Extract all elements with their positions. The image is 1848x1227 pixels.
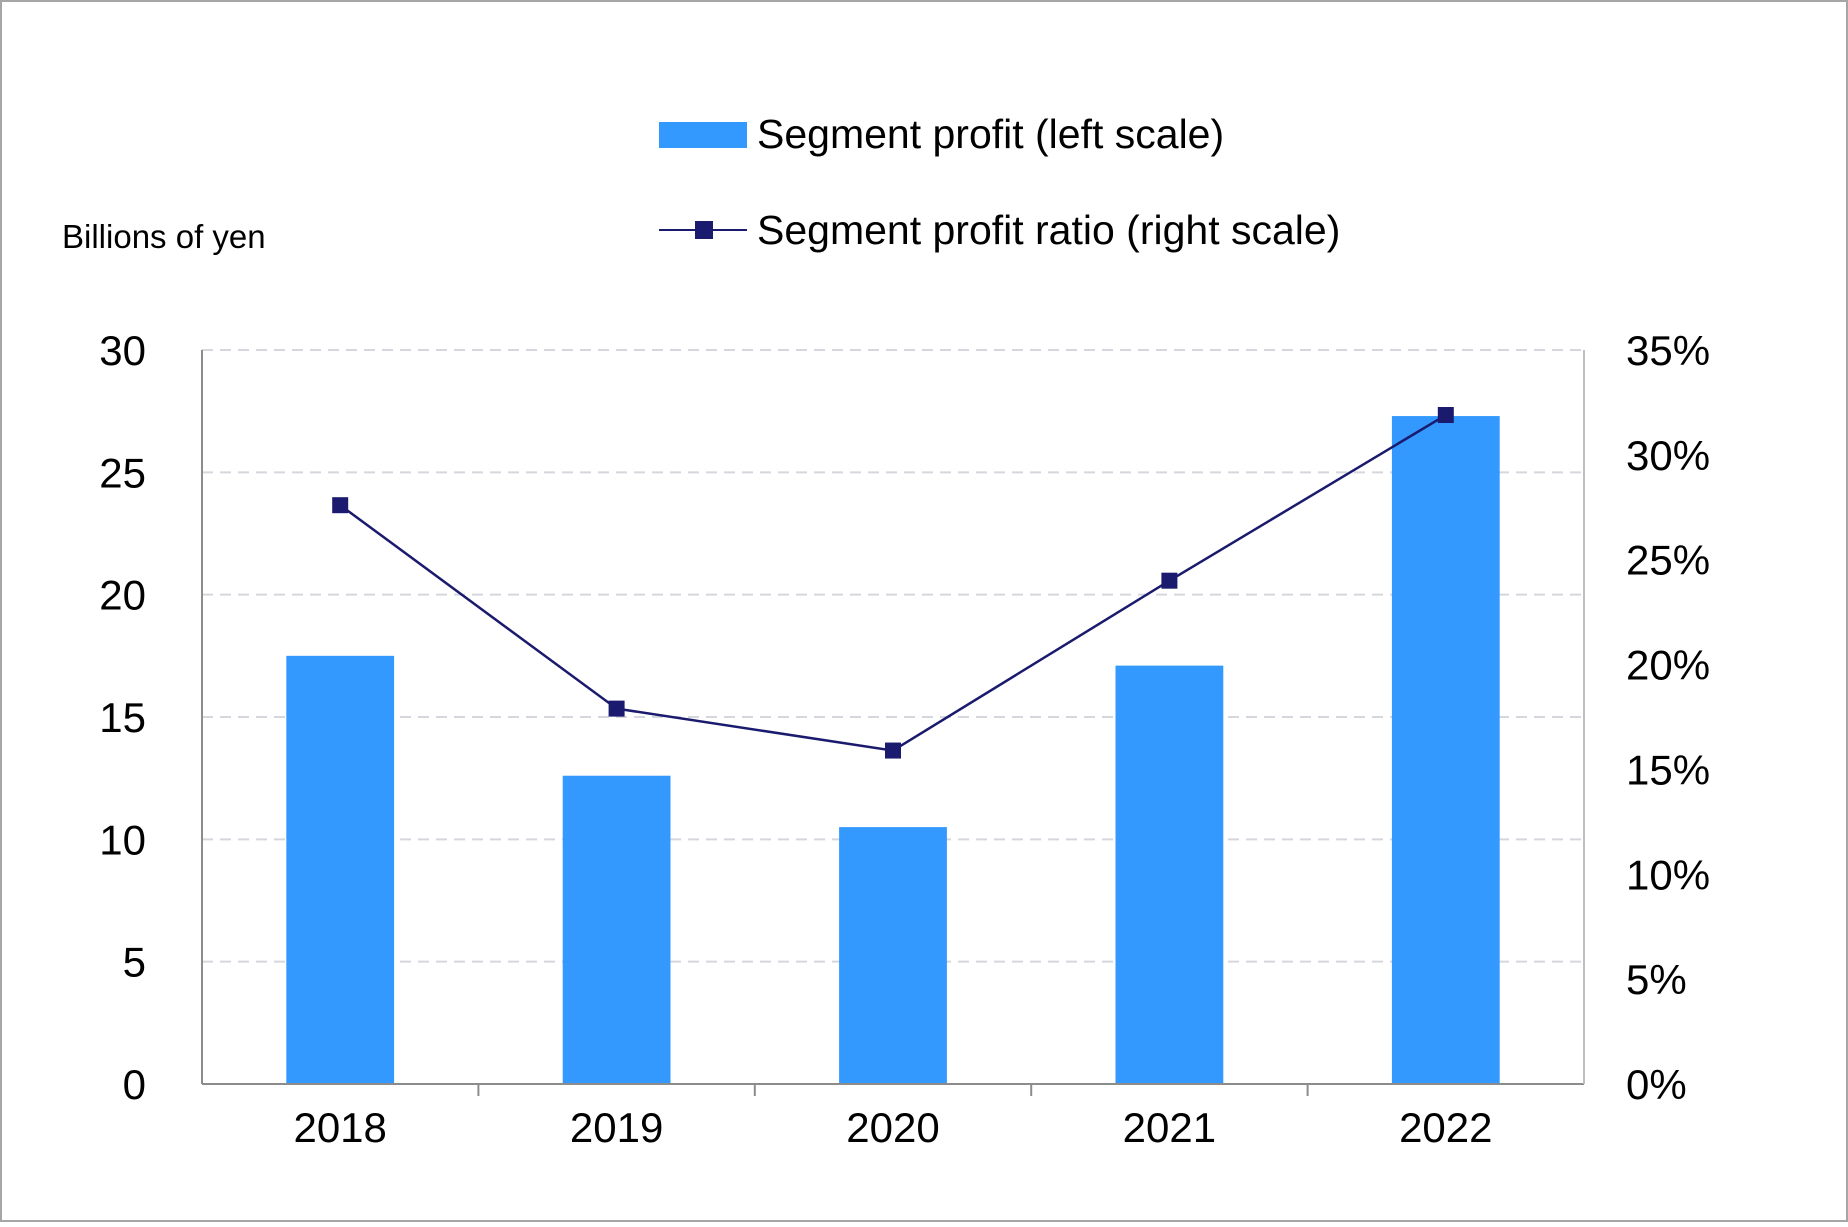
y-left-tick-label: 15	[99, 694, 146, 741]
bar-2022	[1391, 416, 1500, 1084]
y-right-tick-labels: 0% 5% 10% 15% 20% 25% 30% 35%	[1626, 327, 1710, 1108]
x-tick-label: 2019	[570, 1104, 663, 1151]
legend-bar-swatch	[659, 122, 747, 148]
bar-2018	[286, 655, 395, 1084]
bar-2019	[562, 775, 671, 1084]
bar-2020	[839, 827, 947, 1084]
y-right-tick-label: 20%	[1626, 642, 1710, 689]
x-tick-label: 2018	[293, 1104, 386, 1151]
y-left-axis-title: Billions of yen	[62, 218, 266, 255]
y-left-tick-label: 20	[99, 572, 146, 619]
x-tick-label: 2021	[1123, 1104, 1216, 1151]
y-right-tick-label: 35%	[1626, 327, 1710, 374]
legend-bar-label: Segment profit (left scale)	[757, 111, 1224, 157]
legend-line-label: Segment profit ratio (right scale)	[757, 207, 1340, 253]
y-right-tick-label: 5%	[1626, 956, 1687, 1003]
y-left-tick-labels: 0 5 10 15 20 25 30	[99, 327, 146, 1108]
legend: Segment profit (left scale) Segment prof…	[659, 111, 1340, 253]
y-right-tick-label: 10%	[1626, 851, 1710, 898]
bar-2021	[1115, 665, 1224, 1084]
y-left-tick-label: 30	[99, 327, 146, 374]
ratio-point-2022	[1437, 407, 1454, 424]
bar-series	[286, 416, 1500, 1084]
ratio-point-2021	[1161, 572, 1178, 589]
ratio-point-2020	[885, 742, 901, 759]
x-tick-label: 2022	[1399, 1104, 1492, 1151]
y-left-tick-label: 0	[123, 1061, 146, 1108]
y-right-tick-label: 0%	[1626, 1061, 1687, 1108]
y-right-tick-label: 15%	[1626, 746, 1710, 793]
plot-axes	[201, 350, 1585, 1096]
y-left-tick-label: 25	[99, 449, 146, 496]
y-right-tick-label: 30%	[1626, 432, 1710, 479]
ratio-point-2018	[332, 497, 349, 514]
ratio-point-2019	[608, 700, 625, 717]
x-tick-labels: 2018 2019 2020 2021 2022	[293, 1104, 1492, 1151]
y-left-tick-label: 10	[99, 816, 146, 863]
line-series	[332, 407, 1454, 759]
y-left-tick-label: 5	[123, 939, 146, 986]
x-tick-label: 2020	[846, 1104, 939, 1151]
legend-line-marker	[695, 221, 713, 239]
y-right-tick-label: 25%	[1626, 537, 1710, 584]
